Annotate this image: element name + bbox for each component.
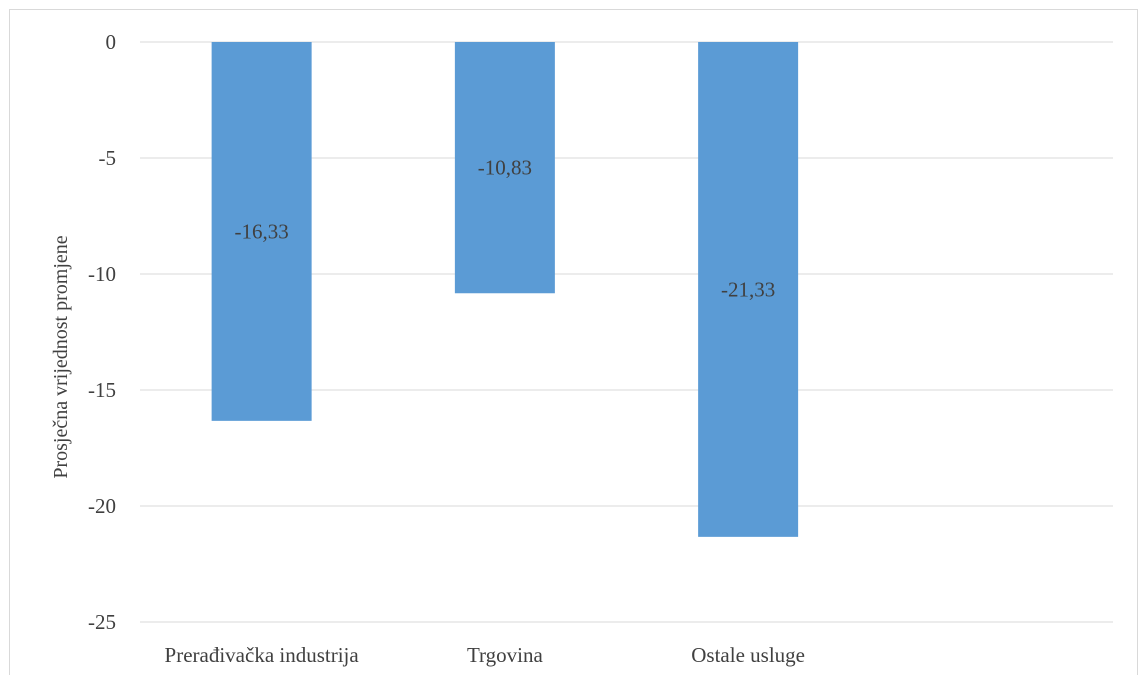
x-tick-labels: Prerađivačka industrija Trgovina Ostale us… [165,643,805,667]
x-tick-label: Ostale usluge [691,643,805,667]
y-tick-label: 0 [106,30,117,54]
y-tick-label: -5 [99,146,117,170]
x-tick-label: Prerađivačka industrija [165,643,360,667]
data-label: -10,83 [478,156,532,180]
data-labels: -16,33 -10,83 -21,33 [235,156,776,302]
y-tick-labels: 0 -5 -10 -15 -20 -25 [88,30,116,634]
data-label: -21,33 [721,277,775,301]
y-axis-label: Prosječna vrijednost promjene [50,235,72,478]
y-tick-label: -10 [88,262,116,286]
x-tick-label: Trgovina [467,643,544,667]
bar [698,42,799,537]
bar [454,42,555,294]
bar [211,42,312,421]
y-tick-label: -25 [88,610,116,634]
bars [211,42,799,537]
y-tick-label: -20 [88,494,116,518]
data-label: -16,33 [235,219,289,243]
chart-frame [9,9,1138,675]
y-tick-label: -15 [88,378,116,402]
